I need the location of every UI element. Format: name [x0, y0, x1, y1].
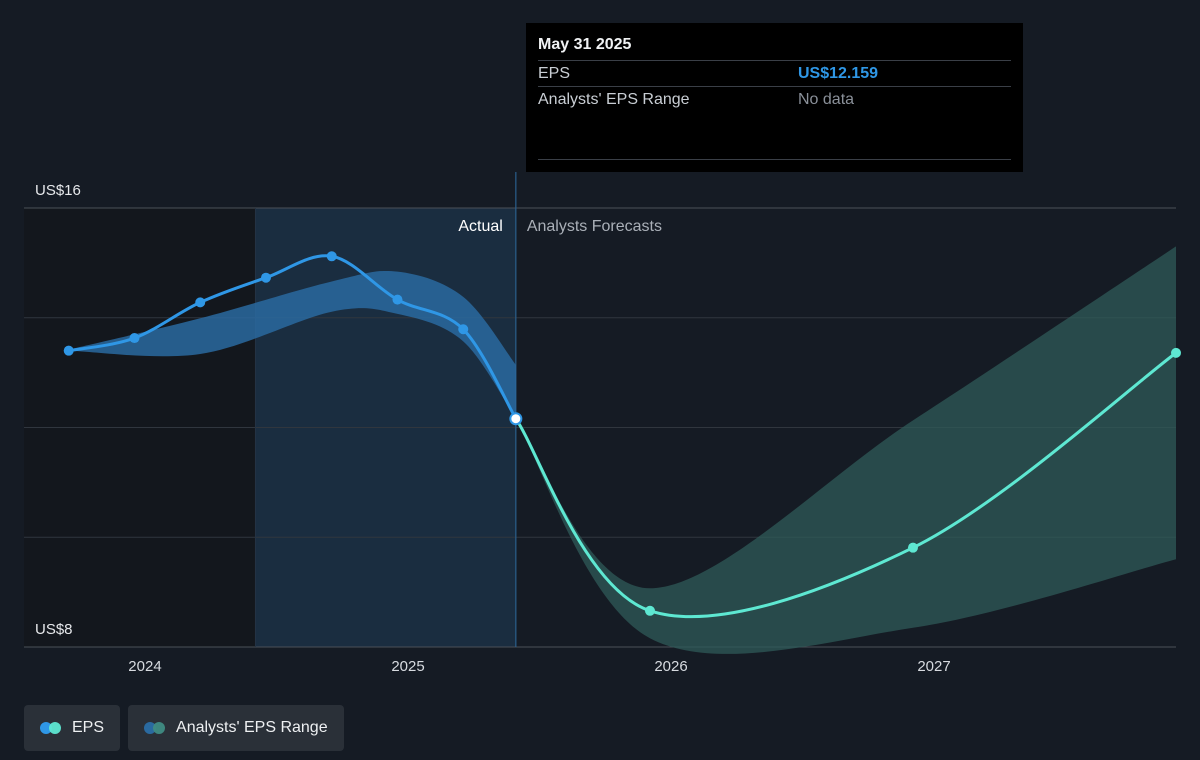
tooltip-date: May 31 2025 — [538, 36, 632, 53]
x-tick-label: 2025 — [391, 658, 424, 675]
tooltip: May 31 2025 EPS US$12.159 Analysts' EPS … — [526, 23, 1023, 172]
y-tick-label: US$16 — [35, 182, 81, 199]
range-legend-dots-icon — [144, 722, 168, 734]
legend-item-range[interactable]: Analysts' EPS Range — [128, 705, 344, 751]
eps-point — [1171, 347, 1181, 358]
tooltip-row-range: Analysts' EPS Range No data — [538, 86, 1011, 112]
legend-dot — [49, 722, 61, 734]
tooltip-range-label: Analysts' EPS Range — [538, 90, 690, 108]
y-axis: US$16 US$8 — [35, 182, 81, 638]
y-tick-label: US$8 — [35, 621, 73, 638]
legend-dot — [153, 722, 166, 734]
eps-point — [907, 542, 918, 553]
eps-point — [63, 345, 74, 356]
tooltip-eps-label: EPS — [538, 64, 571, 82]
eps-line-forecast — [514, 351, 1178, 619]
legend-label-range: Analysts' EPS Range — [176, 719, 328, 736]
eps-point — [260, 272, 271, 283]
eps-current-point — [509, 412, 523, 426]
eps-point — [326, 251, 337, 262]
tooltip-range-value: No data — [798, 90, 855, 108]
eps-range-band-forecast — [515, 246, 1176, 654]
forecast-region-label: Analysts Forecasts — [527, 218, 662, 235]
eps-point — [129, 333, 140, 344]
eps-points — [63, 251, 1181, 616]
x-tick-label: 2026 — [654, 658, 687, 675]
x-tick-label: 2024 — [128, 658, 161, 675]
legend: EPS Analysts' EPS Range — [24, 705, 344, 751]
legend-item-eps[interactable]: EPS — [24, 705, 121, 751]
eps-chart: 2024 2025 2026 2027 US$16 US$8 Actual Analys… — [24, 172, 1181, 675]
eps-point — [458, 324, 469, 335]
eps-point — [392, 294, 403, 305]
tooltip-divider — [538, 159, 1011, 160]
legend-label-eps: EPS — [72, 719, 105, 736]
tooltip-eps-value: US$12.159 — [798, 64, 879, 82]
x-axis: 2024 2025 2026 2027 — [128, 658, 950, 675]
tooltip-row-eps: EPS US$12.159 — [538, 60, 1011, 86]
x-tick-label: 2027 — [917, 658, 950, 675]
actual-region-label: Actual — [458, 218, 502, 235]
eps-legend-dots-icon — [40, 722, 64, 734]
eps-point — [195, 297, 206, 308]
eps-range-band-actual — [68, 270, 516, 419]
eps-point — [644, 605, 655, 616]
eps-range-bands — [68, 246, 1176, 654]
